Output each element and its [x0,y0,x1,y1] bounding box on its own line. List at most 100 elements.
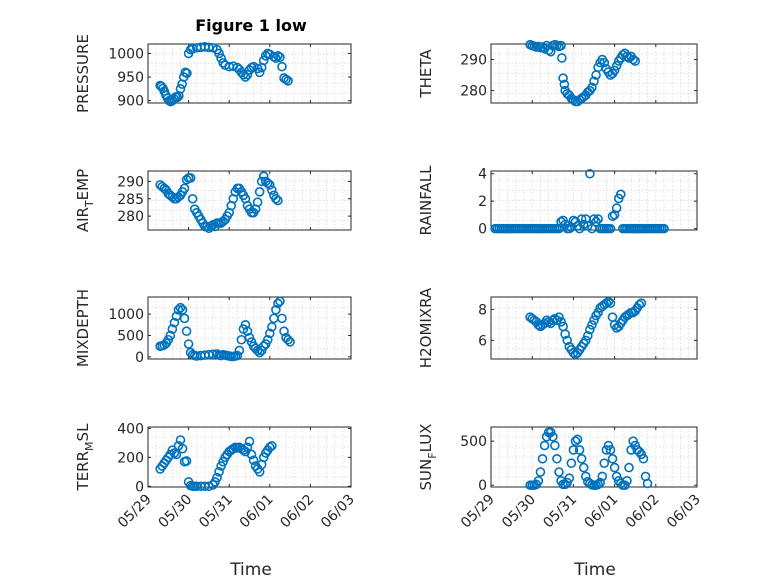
data-point [607,312,618,322]
data-point [607,211,618,222]
data-point [177,305,188,315]
data-point [273,50,283,61]
y-axis-label: AIRTEMP [74,169,96,232]
data-point [583,330,593,341]
data-point [587,82,597,93]
data-point [603,296,614,307]
data-point [169,448,180,458]
data-point [254,67,265,78]
data-point [659,223,669,234]
data-point [537,453,548,464]
data-point [242,442,253,453]
data-point [277,313,287,324]
data-point [636,298,647,309]
data-point [607,453,618,464]
data-point [179,313,190,324]
data-point [564,473,575,483]
data-point [271,193,281,204]
subplot-8: 0 500 05/29 05/30 05/31 06/01 06/02 06/03 SUNFLU… [417,424,704,532]
data-point [236,334,247,345]
data-point [589,76,599,87]
data-point [642,478,653,489]
data-point [264,442,275,453]
data-point [562,335,573,346]
data-point [271,305,281,315]
y-axis-label: THETA [417,49,435,99]
x-tick-label: 05/30 [499,492,539,532]
data-point [165,330,176,341]
data-point [609,462,620,473]
data-point [181,456,192,466]
data-point [630,56,641,66]
data-point [258,171,269,182]
data-point [277,61,287,72]
data-point [638,453,649,464]
y-tick-label: 2 [478,194,487,210]
y-tick-label: 0 [478,478,487,494]
axes-box [490,296,698,360]
x-tick-label: 06/01 [237,492,277,532]
y-axis-label: RAINFALL [417,165,435,236]
data-point [275,52,285,63]
data-point [552,453,562,464]
data-point [554,312,564,322]
y-tick-label: 1000 [108,46,144,62]
y-tick-label: 4 [478,167,487,183]
data-point [214,48,224,59]
data-point [271,53,281,63]
data-point [611,203,622,213]
data-point [566,458,577,468]
data-point [269,313,279,324]
data-point [572,221,583,231]
data-point [557,53,567,63]
data-point [216,53,226,63]
y-axis-label: TERRMSL [74,423,96,492]
data-point [240,72,251,82]
data-point [533,476,544,486]
data-point [533,320,544,330]
y-tick-label: 0 [478,222,487,238]
data-point [591,216,601,227]
data-point [562,477,573,488]
y-tick-label: 280 [460,84,487,100]
x-axis-label-right: Time [573,560,616,580]
y-tick-label: 950 [117,70,144,86]
subplot-7: 0 200 400 05/29 05/30 05/31 06/01 06/02 06/03 TER… [74,421,358,531]
data-point [275,296,285,307]
data-point [232,350,243,361]
axes-box [490,43,698,104]
data-point [636,449,647,460]
data-point [175,435,186,445]
axes-box [147,43,352,104]
data-point [283,76,293,86]
data-point [628,54,638,65]
data-point [535,467,546,477]
y-tick-label: 0 [135,350,144,366]
data-point [262,334,273,345]
x-tick-label: 06/03 [318,492,358,532]
axes-box [147,296,352,360]
data-point [254,187,265,197]
data-point [187,193,198,204]
data-point [175,84,186,94]
y-tick-label: 285 [117,192,144,208]
data-point [258,55,269,66]
data-point [545,46,556,57]
data-point [622,476,632,486]
data-point [593,479,603,490]
y-tick-label: 0 [135,479,144,495]
y-tick-label: 900 [117,94,144,110]
y-axis-label: H2OMIXRA [417,287,435,368]
data-point [601,298,612,309]
y-tick-label: 400 [117,421,144,437]
data-point [578,462,589,473]
data-point [539,440,550,451]
y-tick-label: 500 [117,328,144,344]
data-point [564,223,575,234]
data-point [182,68,192,79]
axes-box [147,170,352,231]
data-point [238,69,249,80]
